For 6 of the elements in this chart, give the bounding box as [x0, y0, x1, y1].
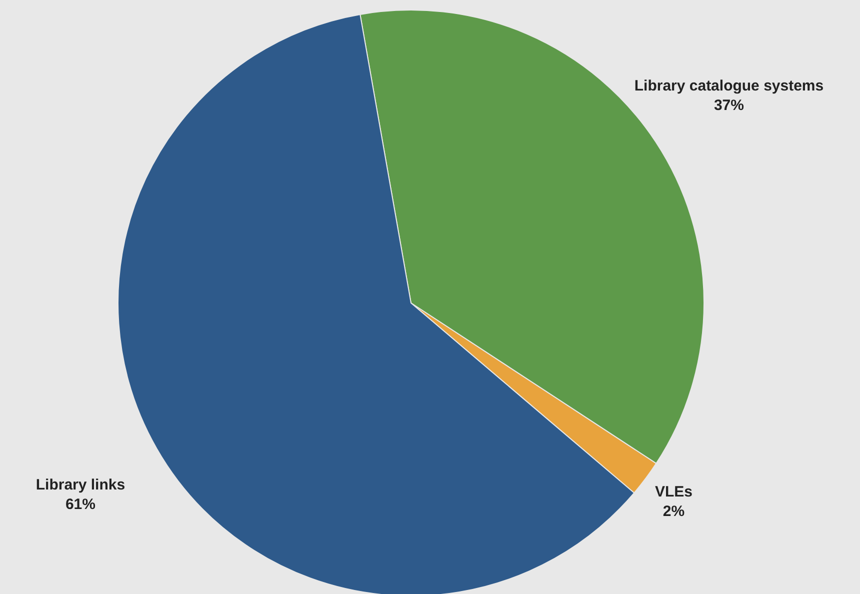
data-label: 2%: [662, 503, 685, 520]
slice-label: Library links: [36, 476, 126, 494]
data-label: 61%: [65, 496, 96, 513]
slice-label: VLEs: [655, 484, 693, 501]
slice-label: Library catalogue systems: [634, 77, 824, 94]
data-label: 37%: [714, 96, 744, 114]
